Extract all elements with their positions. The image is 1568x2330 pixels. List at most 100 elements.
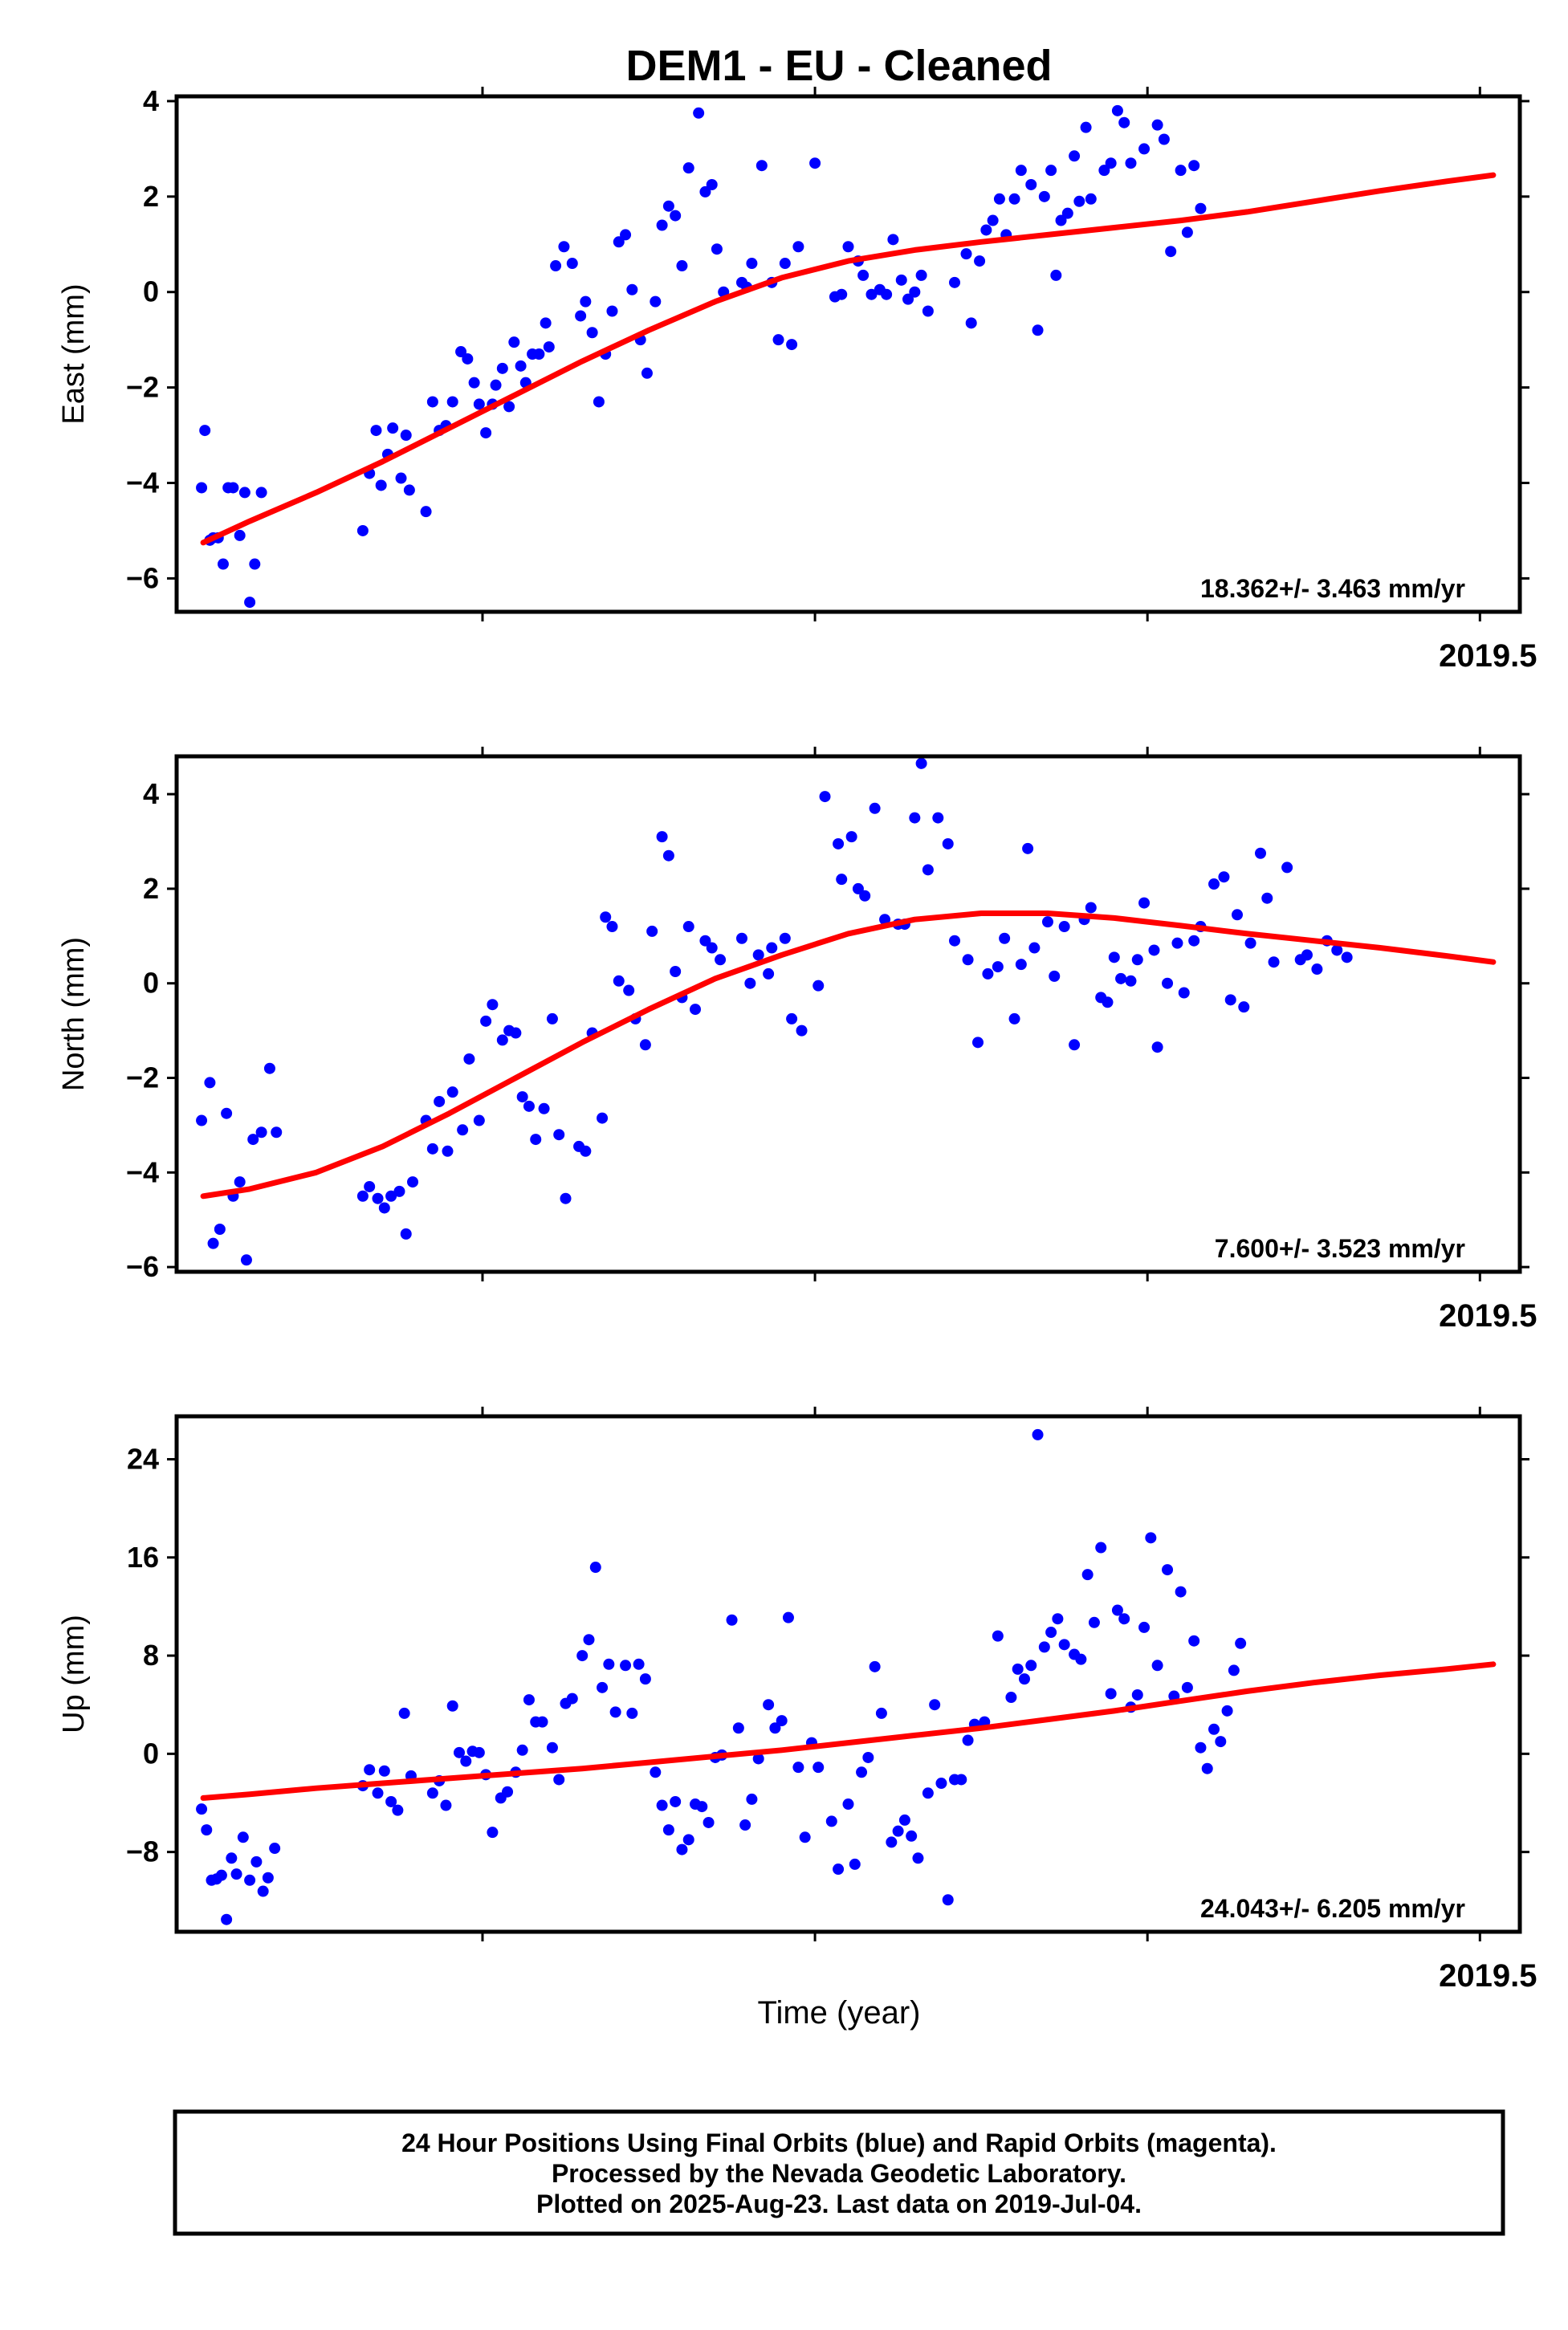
- east-data-point: [1061, 207, 1073, 219]
- north-data-point: [786, 1012, 798, 1024]
- up-data-point: [746, 1793, 758, 1805]
- north-data-point: [879, 914, 891, 926]
- east-data-point: [1165, 246, 1177, 258]
- up-data-point: [1025, 1660, 1037, 1672]
- up-data-point: [763, 1699, 775, 1711]
- north-data-point: [538, 1102, 550, 1114]
- east-data-point: [699, 185, 711, 198]
- up-data-point: [1032, 1428, 1044, 1440]
- east-data-point: [620, 229, 632, 241]
- up-ylabel: Up (mm): [57, 1615, 91, 1733]
- north-data-point: [1218, 871, 1230, 883]
- north-data-point: [407, 1176, 419, 1188]
- east-ytick-label: −4: [126, 466, 159, 499]
- up-data-point: [1221, 1705, 1233, 1717]
- up-data-point: [732, 1722, 744, 1734]
- north-data-point: [372, 1192, 384, 1204]
- up-data-point: [799, 1831, 811, 1843]
- up-data-point: [726, 1614, 738, 1626]
- up-data-point: [869, 1660, 881, 1672]
- up-data-point: [566, 1693, 578, 1705]
- north-data-point: [1224, 994, 1236, 1006]
- east-data-point: [772, 334, 784, 346]
- east-data-point: [1105, 157, 1117, 169]
- up-data-point: [392, 1804, 404, 1816]
- up-data-point: [886, 1836, 898, 1848]
- east-data-point: [711, 243, 723, 255]
- east-data-point: [503, 401, 515, 413]
- east-data-point: [842, 241, 854, 253]
- north-data-point: [779, 932, 791, 944]
- north-data-point: [752, 949, 764, 961]
- north-ylabel: North (mm): [57, 937, 91, 1091]
- north-data-point: [473, 1114, 485, 1126]
- north-data-point: [656, 831, 668, 843]
- up-data-point: [1181, 1681, 1193, 1693]
- north-data-point: [744, 977, 756, 989]
- up-data-point: [215, 1869, 227, 1881]
- up-data-point: [1045, 1627, 1057, 1639]
- east-data-point: [1175, 165, 1187, 177]
- up-data-point: [502, 1786, 514, 1798]
- up-data-point: [553, 1774, 565, 1786]
- east-data-point: [244, 597, 256, 609]
- up-data-point: [1081, 1569, 1094, 1581]
- east-data-point: [682, 162, 694, 174]
- north-data-point: [915, 757, 927, 769]
- east-data-point: [558, 241, 570, 253]
- north-ytick-label: 2: [143, 872, 159, 905]
- east-data-point: [993, 193, 1005, 205]
- east-data-point: [586, 327, 598, 339]
- north-data-point: [1125, 975, 1137, 987]
- north-data-point: [1151, 1041, 1163, 1053]
- east-data-point: [881, 288, 893, 300]
- east-data-point: [974, 255, 986, 267]
- up-data-point: [898, 1814, 910, 1826]
- east-data-point: [606, 305, 618, 317]
- up-data-point: [536, 1716, 548, 1728]
- north-data-point: [845, 831, 857, 843]
- east-data-point: [779, 258, 791, 270]
- north-data-point: [1208, 878, 1220, 890]
- east-data-point: [515, 360, 527, 372]
- up-data-point: [626, 1707, 638, 1719]
- up-data-point: [929, 1699, 941, 1711]
- east-data-point: [593, 396, 605, 408]
- east-data-point: [238, 487, 250, 499]
- north-data-point: [682, 921, 694, 933]
- east-ytick-label: 4: [143, 84, 159, 117]
- north-data-point: [999, 932, 1011, 944]
- up-data-point: [849, 1858, 861, 1870]
- east-data-point: [902, 293, 914, 305]
- up-data-point: [825, 1815, 837, 1827]
- north-data-point: [1171, 937, 1183, 949]
- up-ytick-label: 16: [127, 1541, 159, 1574]
- north-data-point: [463, 1053, 475, 1065]
- up-data-point: [1088, 1616, 1100, 1628]
- north-data-point: [1069, 1039, 1081, 1051]
- east-data-point: [543, 341, 555, 353]
- up-data-point: [196, 1803, 208, 1815]
- up-data-point: [875, 1707, 887, 1719]
- up-data-point: [1105, 1688, 1117, 1700]
- east-data-point: [915, 269, 927, 281]
- north-data-point: [932, 812, 944, 824]
- north-data-point: [446, 1086, 458, 1098]
- up-data-point: [1012, 1663, 1024, 1675]
- up-data-point: [576, 1650, 589, 1662]
- north-data-point: [1008, 1012, 1020, 1024]
- east-fit-line: [200, 172, 1497, 546]
- up-data-point: [703, 1816, 715, 1828]
- up-data-point: [856, 1766, 868, 1778]
- north-rate-text: 7.600+/- 3.523 mm/yr: [1215, 1234, 1465, 1263]
- up-data-point: [1038, 1641, 1050, 1653]
- east-data-point: [857, 269, 870, 281]
- east-data-point: [395, 472, 407, 484]
- north-data-point: [763, 967, 775, 980]
- north-data-point: [766, 942, 778, 954]
- north-data-point: [715, 954, 727, 966]
- north-data-point: [207, 1237, 219, 1249]
- east-ytick-label: −2: [126, 371, 159, 404]
- north-data-point: [1244, 937, 1256, 949]
- north-data-point: [221, 1107, 233, 1119]
